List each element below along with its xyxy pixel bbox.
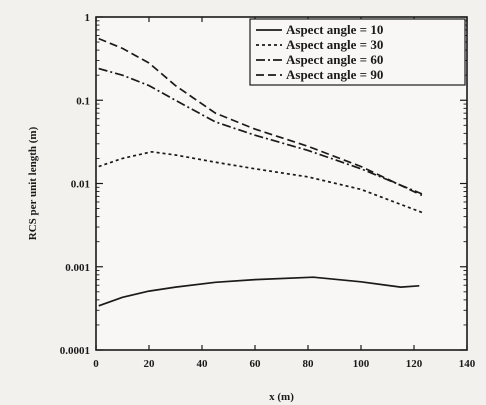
y-tick-label: 1 bbox=[85, 12, 91, 24]
x-tick-label: 40 bbox=[197, 358, 209, 370]
series-line-3 bbox=[98, 67, 423, 195]
x-tick-label: 0 bbox=[93, 358, 99, 370]
series-line-1 bbox=[98, 276, 420, 307]
legend-label: Aspect angle = 90 bbox=[286, 67, 383, 82]
x-tick-label: 140 bbox=[459, 358, 476, 370]
series-line-4 bbox=[98, 37, 423, 197]
y-tick-label: 0.1 bbox=[76, 95, 90, 107]
y-tick-label: 0.01 bbox=[71, 179, 90, 191]
x-tick-label: 80 bbox=[303, 358, 315, 370]
x-tick-label: 120 bbox=[406, 358, 423, 370]
legend-label: Aspect angle = 60 bbox=[286, 52, 383, 67]
legend-label: Aspect angle = 10 bbox=[286, 22, 383, 37]
legend-label: Aspect angle = 30 bbox=[286, 37, 383, 52]
y-axis-label: RCS per unit length (m) bbox=[27, 126, 39, 240]
x-tick-label: 20 bbox=[144, 358, 156, 370]
x-tick-label: 100 bbox=[353, 358, 370, 370]
y-tick-label: 0.0001 bbox=[60, 345, 90, 357]
legend-box bbox=[249, 18, 466, 86]
x-tick-label: 60 bbox=[250, 358, 262, 370]
series-layer bbox=[98, 37, 423, 307]
x-axis-label: x (m) bbox=[269, 391, 294, 403]
y-tick-label: 0.001 bbox=[65, 262, 90, 274]
